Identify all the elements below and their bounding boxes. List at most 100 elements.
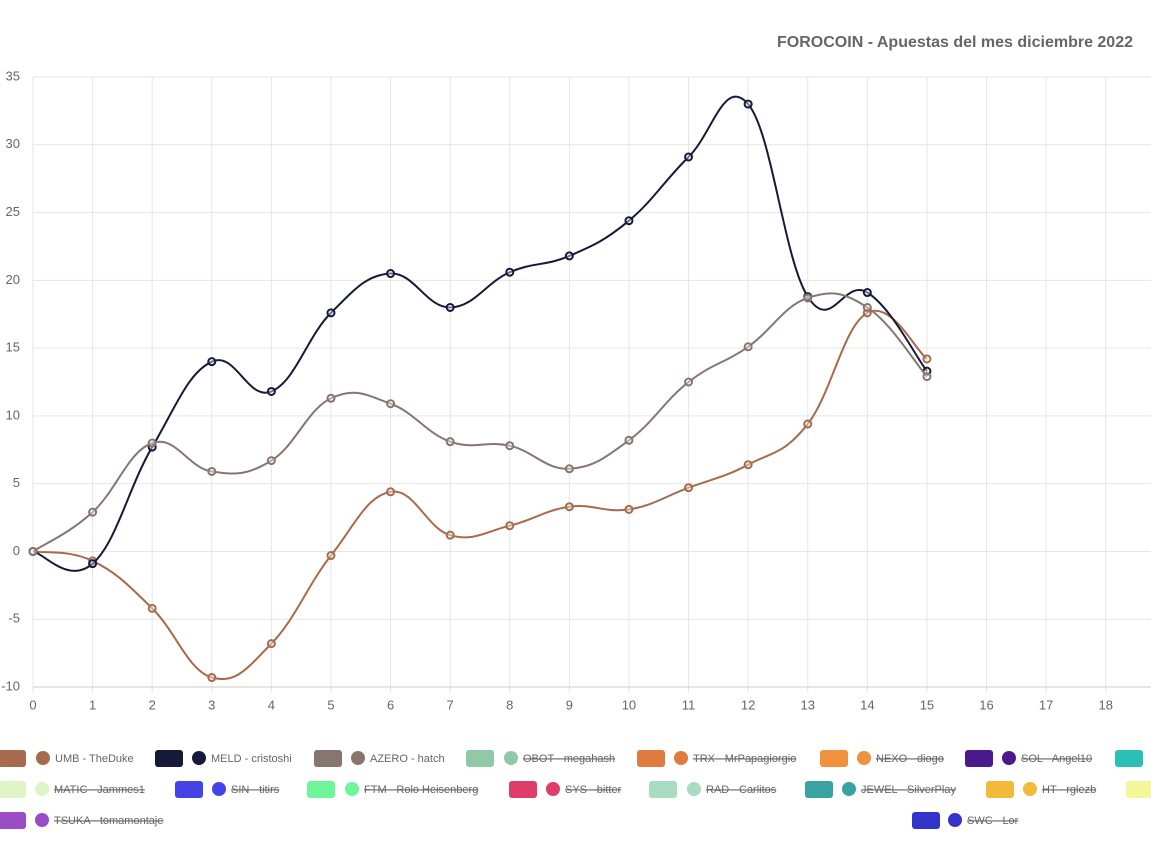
point [743, 342, 753, 352]
x-tick-label: 15 [920, 697, 934, 712]
x-tick-label: 3 [208, 697, 215, 712]
legend-label: TSUKA - tomamontaje [54, 815, 163, 827]
x-tick-label: 1 [89, 697, 96, 712]
point [684, 483, 694, 493]
legend-label: MELD - cristoshi [211, 753, 292, 765]
point [505, 521, 515, 531]
x-tick-label: 18 [1098, 697, 1112, 712]
legend-swatch [175, 781, 203, 798]
legend-label: TRX - MrPapagiorgio [693, 753, 796, 765]
point [803, 293, 813, 303]
point [207, 466, 217, 476]
point [862, 302, 872, 312]
point [922, 354, 932, 364]
legend-label: SOL - Angel10 [1021, 753, 1092, 765]
point [862, 288, 872, 298]
legend-item[interactable]: SOL - Angel10 [965, 750, 1092, 767]
point [624, 435, 634, 445]
legend-item[interactable]: HT - rglezb [986, 781, 1096, 798]
legend-swatch [1115, 750, 1143, 767]
legend-label: SWC - Lor [967, 815, 1019, 827]
point [564, 502, 574, 512]
legend-swatch [155, 750, 183, 767]
legend-swatch [986, 781, 1014, 798]
legend-label: MATIC - Jammes1 [54, 784, 145, 796]
legend-item[interactable]: TRX - MrPapagiorgio [637, 750, 796, 767]
legend-swatch [314, 750, 342, 767]
x-tick-label: 6 [387, 697, 394, 712]
legend-item[interactable]: RAD - Carlitos [649, 781, 777, 798]
point [505, 441, 515, 451]
point [266, 639, 276, 649]
legend-item[interactable]: MELD - cristoshi [155, 750, 292, 767]
legend-item[interactable]: UMB - TheDuke [0, 750, 134, 767]
point [445, 437, 455, 447]
x-tick-label: 2 [149, 697, 156, 712]
point [564, 251, 574, 261]
line [32, 292, 928, 553]
legend-swatch [466, 750, 494, 767]
legend-label: SYS - bitter [565, 784, 622, 796]
x-tick-label: 11 [682, 697, 696, 712]
legend-icon [351, 751, 365, 765]
x-tick-label: 9 [566, 697, 573, 712]
x-tick-label: 5 [327, 697, 334, 712]
y-tick-label: 10 [6, 407, 20, 422]
point [266, 456, 276, 466]
legend-swatch [820, 750, 848, 767]
line [32, 95, 928, 572]
legend-icon [687, 782, 701, 796]
point [445, 530, 455, 540]
grid [32, 76, 1151, 693]
x-tick-label: 14 [860, 697, 874, 712]
point [326, 551, 336, 561]
legend-icon [504, 751, 518, 765]
legend-swatch [307, 781, 335, 798]
legend-item[interactable]: MATIC - Jammes1 [0, 781, 145, 798]
legend-item[interactable]: TSUKA - tomamontaje [0, 812, 163, 829]
legend-item[interactable]: OBOT - megahash [466, 750, 615, 767]
point [147, 603, 157, 613]
x-tick-label: 12 [741, 697, 755, 712]
point [684, 152, 694, 162]
legend-icon [842, 782, 856, 796]
point [28, 546, 38, 556]
x-tick-label: 7 [447, 697, 454, 712]
legend-label: UMB - TheDuke [55, 753, 134, 765]
legend-swatch [1126, 781, 1151, 798]
legend-label: HT - rglezb [1042, 784, 1096, 796]
legend-icon [212, 782, 226, 796]
legend-item[interactable]: NEXO - diogo [820, 750, 944, 767]
legend-swatch [805, 781, 833, 798]
point [207, 673, 217, 683]
point [743, 99, 753, 109]
legend-label: FTM - Rolo Heisenberg [364, 784, 478, 796]
legend-label: JEWEL - SilverPlay [861, 784, 956, 796]
y-tick-label: 20 [6, 272, 20, 287]
legend-icon [192, 751, 206, 765]
chart-title: FOROCOIN - Apuestas del mes diciembre 20… [777, 34, 1133, 51]
legend-icon [36, 751, 50, 765]
legend-item[interactable]: SWC - Lor [912, 812, 1019, 829]
legend-label: OBOT - megahash [523, 753, 615, 765]
point [88, 559, 98, 569]
y-tick-label: 25 [6, 204, 20, 219]
legend-swatch [649, 781, 677, 798]
point [624, 504, 634, 514]
legend-item[interactable]: AZERO - hatch [314, 750, 445, 767]
legend-icon [857, 751, 871, 765]
line [32, 309, 928, 681]
legend-icon [948, 813, 962, 827]
x-tick-label: 4 [268, 697, 275, 712]
legend-item[interactable]: FTM - Rolo Heisenberg [307, 781, 478, 798]
legend-swatch [637, 750, 665, 767]
legend-swatch [509, 781, 537, 798]
legend-swatch [0, 781, 26, 798]
point [505, 267, 515, 277]
legend-item[interactable]: SYS - bitter [509, 781, 622, 798]
legend-item[interactable]: JEWEL - SilverPlay [805, 781, 956, 798]
x-tick-label: 13 [800, 697, 814, 712]
y-tick-label: -5 [8, 611, 20, 626]
legend-item[interactable]: SIN - titirs [175, 781, 280, 798]
